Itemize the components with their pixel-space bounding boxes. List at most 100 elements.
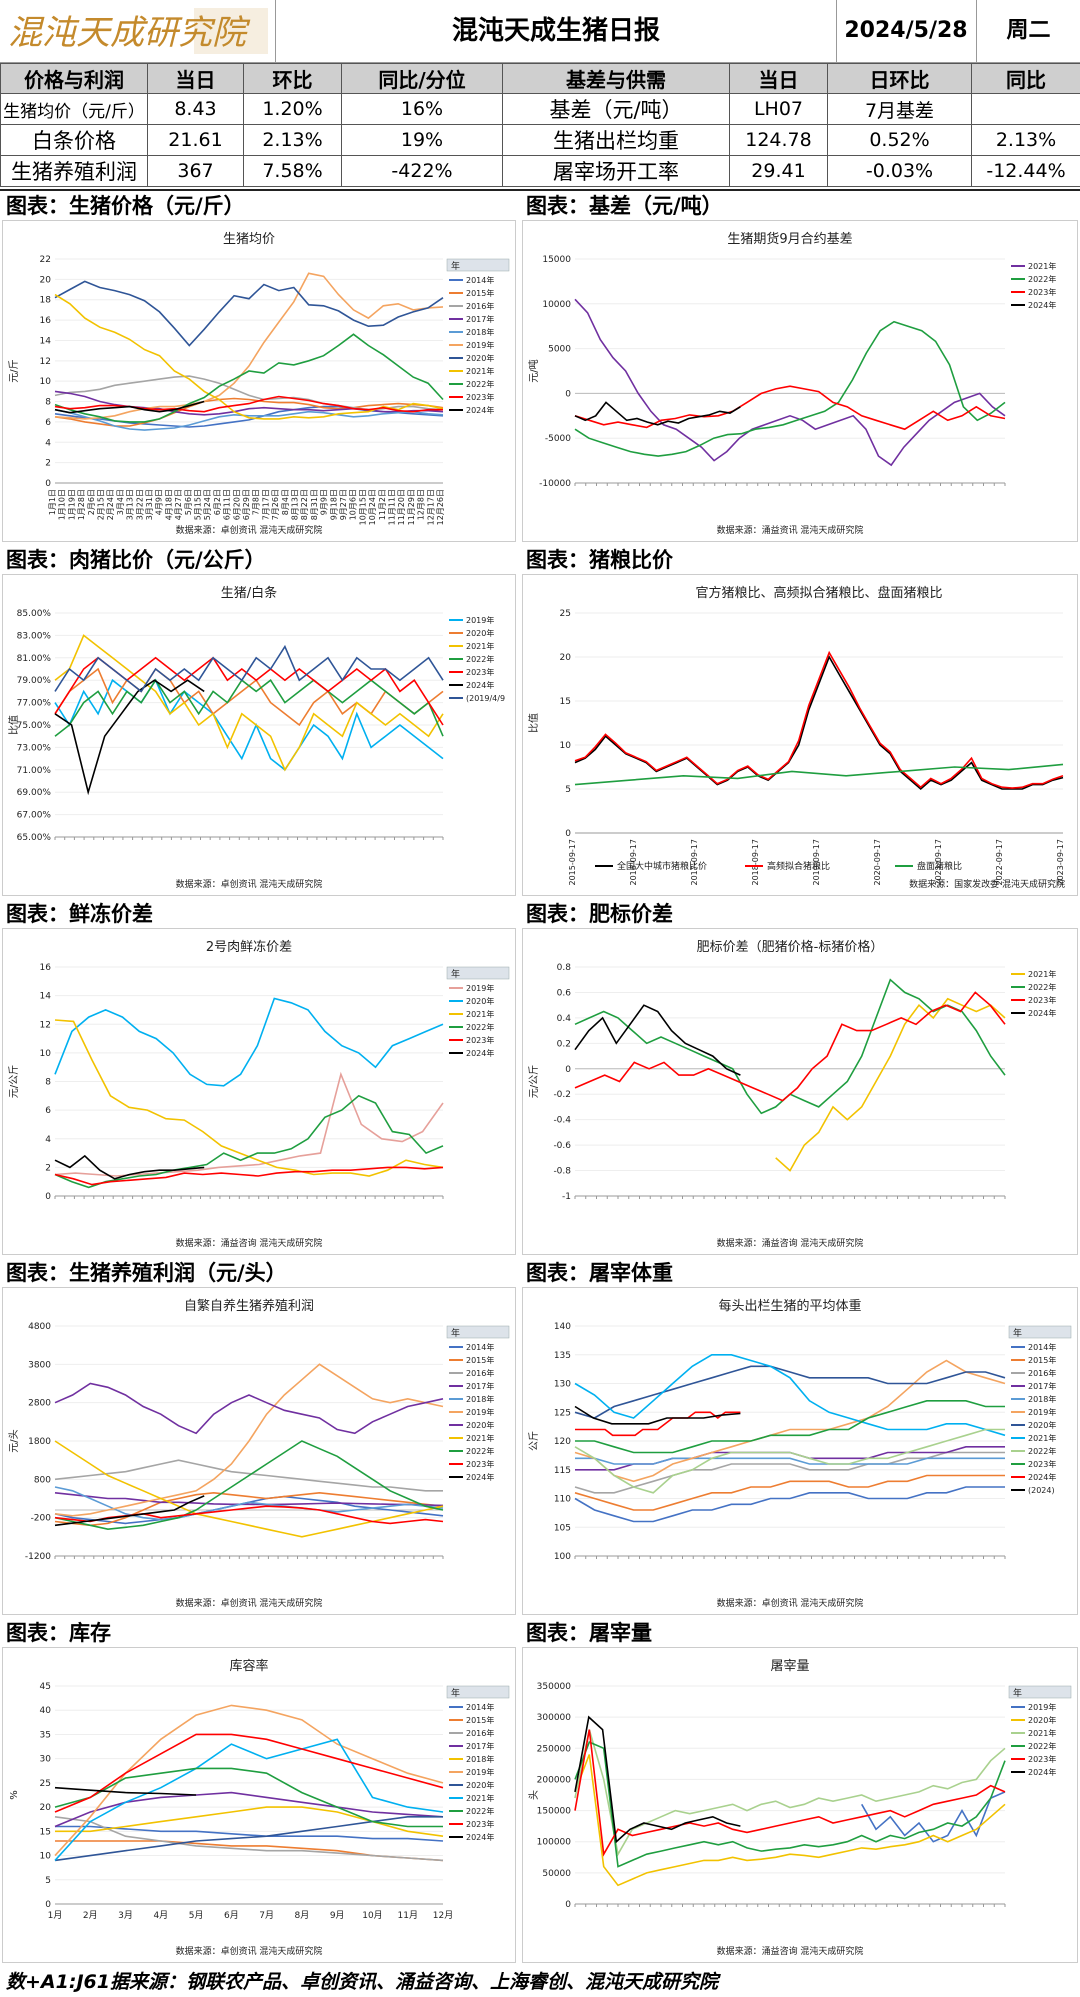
x-tick-label: 9月: [330, 1910, 345, 1921]
y-tick-label: 10: [40, 1049, 52, 1059]
series-line: [54, 1071, 444, 1177]
legend-label: 2020年: [1028, 1715, 1056, 1725]
chart-source: 数据来源：涌益资讯 混沌天成研究院: [717, 524, 864, 536]
section-title: 图表：生猪价格（元/斤）: [6, 194, 245, 218]
series-line: [574, 655, 1064, 791]
series-line: [54, 634, 444, 772]
series-line: [575, 1400, 1005, 1454]
legend-label: 2019年: [1028, 1407, 1056, 1417]
y-tick-label: 4: [45, 438, 51, 448]
series-line: [54, 1019, 444, 1177]
row-label: 基差（元/吨）: [502, 93, 730, 125]
legend-label: 2024年: [1028, 300, 1056, 310]
summary-row: 白条价格 21.61 2.13% 19% 生猪出栏均重 124.78 0.52%…: [0, 124, 1080, 156]
y-tick-label: 30: [40, 1755, 52, 1765]
legend-label: 2017年: [466, 314, 494, 324]
y-tick-label: 0.4: [557, 1014, 572, 1024]
y-tick-label: -1: [562, 1192, 571, 1202]
y-tick-label: -0.8: [553, 1167, 571, 1177]
y-tick-label: 800: [34, 1475, 51, 1485]
chart-basis: 生猪期货9月合约基差 元/吨 -10000 -5000 0 5000 10000 15000 2…: [522, 220, 1078, 542]
series-line: [574, 1004, 741, 1076]
y-tick-label: 0.2: [557, 1039, 571, 1049]
chart-inventory: 库容率% 0 5 10 15 20 25 30 35 40 45 1月 2月 3月 4月 5月 6月 7月 8月 9月…: [2, 1647, 516, 1963]
series-line: [54, 1440, 444, 1531]
series-line: [574, 1451, 1005, 1494]
x-tick-label: 12月8日: [417, 489, 426, 520]
y-tick-label: 67.00%: [17, 811, 52, 821]
x-tick-label: 10月15日: [358, 489, 367, 525]
x-tick-label: 3月22日: [135, 489, 144, 520]
x-tick-label: 2021-09-17: [934, 839, 943, 886]
y-tick-label: 45: [40, 1682, 51, 1692]
y-tick-label: 5000: [548, 345, 571, 355]
legend-label: 2015年: [466, 288, 494, 298]
legend-label: 2016年: [466, 301, 494, 311]
y-tick-label: 0: [565, 829, 571, 839]
chart-source: 数据来源：涌益咨询 混沌天成研究院: [717, 1237, 864, 1249]
y-tick-label: 75.00%: [17, 721, 52, 731]
x-tick-label: 7月17日: [261, 489, 270, 520]
footer-source: 数+A1:J61据来源：钢联农产品、卓创资讯、涌益咨询、上海睿创、混沌天成研究院: [6, 1971, 718, 1993]
legend-label: 2014年: [1028, 1342, 1056, 1352]
y-tick-label: 18: [40, 296, 52, 306]
cell-value: [971, 93, 1080, 125]
y-tick-label: -5000: [545, 434, 571, 444]
x-tick-label: 6月2日: [213, 489, 222, 515]
series-line: [575, 1411, 741, 1437]
chart-svg: 库容率% 0 5 10 15 20 25 30 35 40 45 1月 2月 3月 4月 5月 6月 7月 8月 9月…: [9, 1658, 510, 1957]
y-axis-label: 头: [528, 1790, 540, 1800]
x-tick-label: 5月24日: [203, 489, 212, 520]
row-label: 生猪出栏均重: [502, 124, 730, 156]
series-line: [54, 678, 444, 771]
x-tick-label: 7月: [259, 1910, 274, 1921]
series-line: [54, 280, 444, 347]
series-line: [54, 678, 444, 737]
y-tick-label: 0.6: [557, 988, 572, 998]
series-line: [574, 385, 1006, 431]
legend-label: 2021年: [466, 641, 494, 651]
legend-label: 2020年: [466, 1780, 494, 1790]
series-line: [54, 1816, 443, 1862]
divider: [0, 189, 1080, 191]
chart-title: 库容率: [229, 1658, 268, 1674]
chart-hog-grain-ratio: 官方猪粮比、高频拟合猪粮比、盘面猪粮比 比值 0 5 10 15 20 25 2015-09-1…: [522, 574, 1078, 896]
legend-label: 2023年: [1028, 287, 1056, 297]
legend-label: 2022年: [1028, 274, 1056, 284]
x-tick-label: 10月24日: [368, 489, 377, 525]
series-line: [574, 320, 1006, 457]
x-tick-label: 2月24日: [106, 489, 115, 520]
legend-header: [446, 1325, 510, 1339]
header-cell: 同比: [971, 63, 1080, 94]
legend-label: 2024年: [466, 1472, 494, 1482]
legend-label: 2017年: [466, 1741, 494, 1751]
cell-value: 2.13%: [971, 124, 1080, 156]
y-tick-label: 16: [40, 316, 52, 326]
cell-value: 8.43: [147, 93, 244, 125]
legend-title: 年: [451, 1327, 460, 1339]
x-tick-label: 12月26日: [436, 489, 445, 525]
section-title: 图表：屠宰体重: [526, 1261, 673, 1285]
chart-fresh-frozen-spread: 2号肉鲜冻价差 元/公斤 0 2 4 6 8 10 12 14 16 年 2019年 2020年 2021年…: [2, 928, 516, 1255]
series-line: [574, 1474, 1005, 1511]
chart-title: 生猪期货9月合约基差: [727, 231, 852, 247]
y-tick-label: 8: [45, 1078, 51, 1088]
chart-title: 2号肉鲜冻价差: [206, 939, 292, 955]
series-line: [54, 1094, 444, 1189]
legend-label: 2022年: [1028, 982, 1056, 992]
legend-label: 2018年: [466, 1394, 494, 1404]
x-tick-label: 8月4日: [281, 489, 290, 515]
legend-label: 2024年: [1028, 1767, 1056, 1777]
series-line: [574, 401, 741, 426]
legend-label: 2017年: [1028, 1381, 1056, 1391]
y-tick-label: 130: [554, 1380, 571, 1390]
y-tick-label: 0: [565, 1065, 571, 1075]
y-tick-label: 2: [45, 459, 51, 469]
y-tick-label: 250000: [537, 1744, 572, 1754]
row-label: 生猪均价（元/斤）: [0, 93, 148, 125]
